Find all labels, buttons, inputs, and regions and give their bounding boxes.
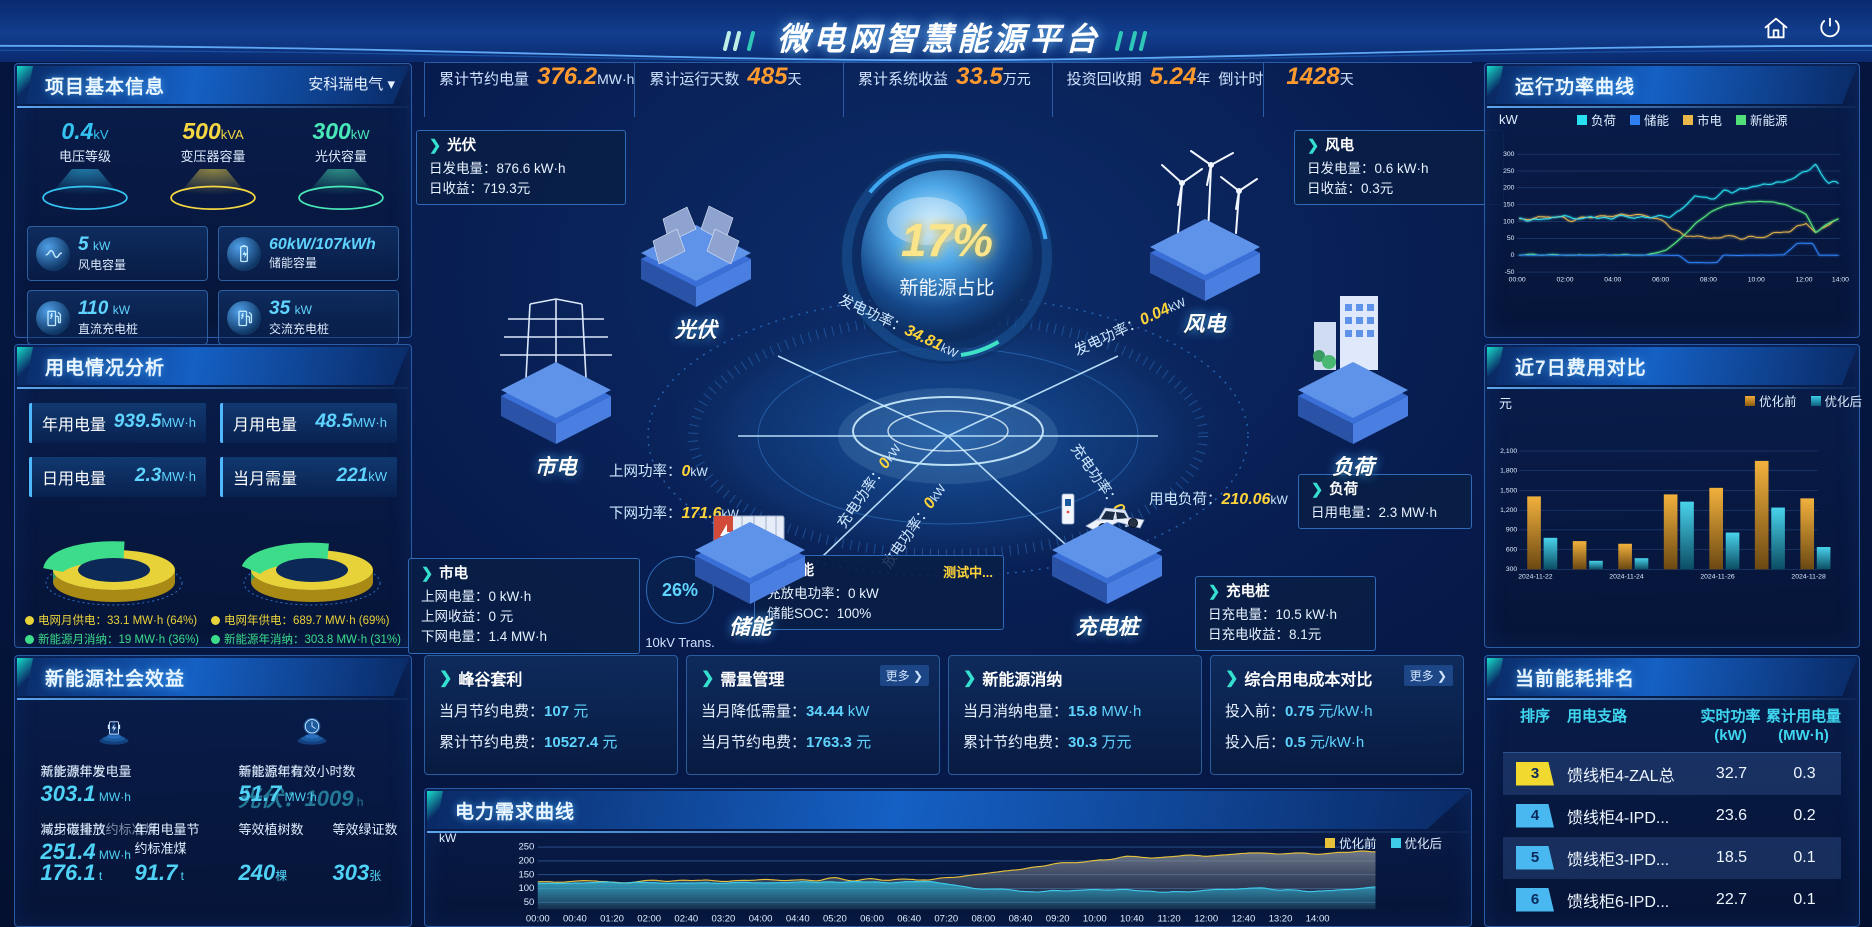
svg-text:14:00: 14:00	[1832, 277, 1849, 284]
svg-text:10:00: 10:00	[1748, 277, 1765, 284]
svg-text:1,800: 1,800	[1500, 467, 1517, 474]
svg-text:12:00: 12:00	[1795, 277, 1812, 284]
svg-text:08:00: 08:00	[972, 913, 996, 924]
svg-text:1,500: 1,500	[1500, 487, 1517, 494]
svg-text:12:40: 12:40	[1231, 913, 1255, 924]
svg-text:250: 250	[1503, 168, 1515, 175]
svg-text:2,100: 2,100	[1500, 448, 1517, 455]
svg-text:12:00: 12:00	[1194, 913, 1218, 924]
svg-text:06:40: 06:40	[897, 913, 921, 924]
svg-text:100: 100	[1503, 218, 1515, 225]
svg-text:300: 300	[1506, 566, 1518, 573]
svg-text:05:20: 05:20	[823, 913, 847, 924]
svg-text:50: 50	[524, 897, 535, 908]
svg-text:00:00: 00:00	[1509, 277, 1526, 284]
svg-text:150: 150	[518, 869, 534, 880]
svg-text:03:20: 03:20	[712, 913, 736, 924]
svg-text:08:40: 08:40	[1009, 913, 1033, 924]
svg-text:250: 250	[518, 842, 534, 853]
svg-text:04:00: 04:00	[1604, 277, 1621, 284]
svg-text:01:20: 01:20	[600, 913, 624, 924]
svg-text:02:00: 02:00	[1556, 277, 1573, 284]
svg-text:1,200: 1,200	[1500, 507, 1517, 514]
svg-text:300: 300	[1503, 151, 1515, 158]
svg-text:02:00: 02:00	[637, 913, 661, 924]
svg-text:14:00: 14:00	[1306, 913, 1330, 924]
svg-text:600: 600	[1506, 547, 1518, 554]
svg-text:900: 900	[1506, 527, 1518, 534]
svg-text:0: 0	[1511, 252, 1515, 259]
svg-text:2024-11-24: 2024-11-24	[1609, 573, 1644, 580]
svg-text:00:40: 00:40	[563, 913, 587, 924]
svg-text:50: 50	[1507, 235, 1515, 242]
svg-text:200: 200	[518, 856, 534, 867]
svg-text:06:00: 06:00	[1652, 277, 1669, 284]
svg-text:13:20: 13:20	[1269, 913, 1293, 924]
svg-text:2024-11-28: 2024-11-28	[1791, 573, 1826, 580]
svg-text:2024-11-22: 2024-11-22	[1518, 573, 1553, 580]
svg-text:04:40: 04:40	[786, 913, 810, 924]
svg-text:10:40: 10:40	[1120, 913, 1144, 924]
svg-text:150: 150	[1503, 202, 1515, 209]
svg-text:08:00: 08:00	[1700, 277, 1717, 284]
svg-text:11:20: 11:20	[1158, 913, 1181, 924]
svg-text:07:20: 07:20	[934, 913, 958, 924]
svg-text:02:40: 02:40	[674, 913, 698, 924]
svg-text:10:00: 10:00	[1083, 913, 1107, 924]
svg-text:17%: 17%	[901, 214, 993, 266]
svg-text:06:00: 06:00	[860, 913, 884, 924]
svg-text:100: 100	[518, 883, 534, 894]
svg-text:04:00: 04:00	[749, 913, 773, 924]
svg-text:00:00: 00:00	[526, 913, 550, 924]
svg-text:200: 200	[1503, 185, 1515, 192]
svg-text:09:20: 09:20	[1046, 913, 1070, 924]
svg-text:2024-11-26: 2024-11-26	[1700, 573, 1735, 580]
svg-text:新能源占比: 新能源占比	[900, 277, 995, 299]
svg-text:-50: -50	[1505, 269, 1515, 276]
